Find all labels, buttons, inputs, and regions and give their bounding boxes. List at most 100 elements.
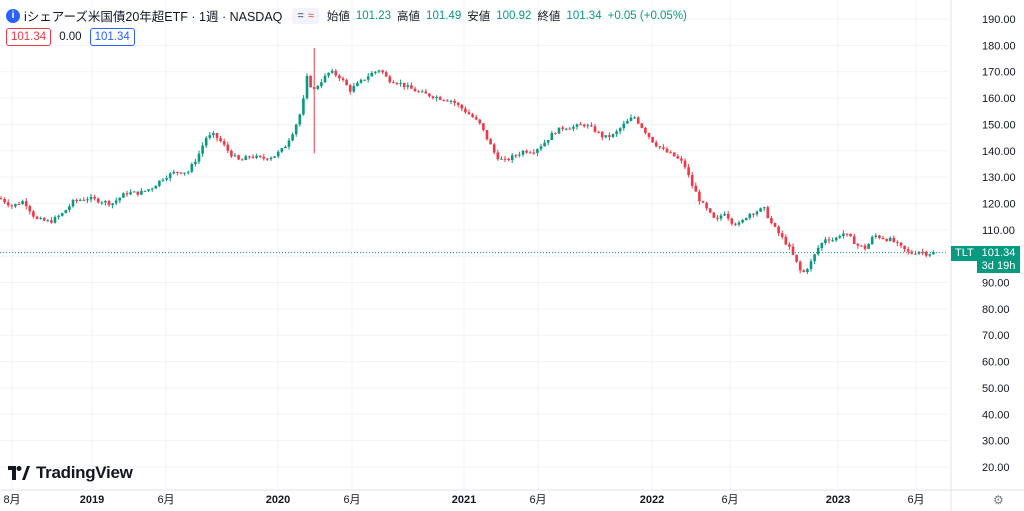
candle-body bbox=[449, 100, 453, 102]
candle-body bbox=[770, 218, 773, 224]
open-label: 始値 bbox=[326, 10, 350, 23]
candle-body bbox=[327, 72, 330, 76]
candle-body bbox=[579, 124, 582, 126]
sell-price-button[interactable]: 101.34 bbox=[6, 28, 52, 46]
candle-body bbox=[867, 244, 870, 249]
candle-body bbox=[258, 155, 262, 157]
candle-body bbox=[291, 134, 294, 141]
candle-body bbox=[32, 211, 35, 217]
candle-body bbox=[89, 196, 93, 200]
candle-body bbox=[381, 70, 384, 73]
candle-body bbox=[784, 236, 788, 245]
candle-body bbox=[730, 218, 734, 224]
candle-body bbox=[406, 85, 410, 87]
candle-body bbox=[219, 138, 222, 142]
candle-body bbox=[46, 220, 50, 222]
candle-body bbox=[446, 100, 449, 102]
candle-body bbox=[374, 71, 377, 73]
candle-body bbox=[795, 254, 798, 262]
candle-body bbox=[316, 86, 320, 89]
candle-body bbox=[338, 75, 341, 79]
candle-body bbox=[273, 156, 276, 158]
candle-body bbox=[550, 133, 554, 140]
candle-body bbox=[222, 141, 226, 145]
candle-body bbox=[442, 99, 446, 101]
candle-body bbox=[539, 146, 543, 150]
candle-body bbox=[413, 88, 417, 92]
price-tick-label: 20.00 bbox=[982, 462, 1010, 474]
price-tick-label: 120.00 bbox=[982, 198, 1016, 210]
countdown-label: 3d 19h bbox=[981, 260, 1016, 272]
candle-body bbox=[802, 270, 806, 272]
candle-body bbox=[683, 160, 687, 168]
price-tick-label: 170.00 bbox=[982, 67, 1016, 79]
candle-body bbox=[827, 239, 831, 241]
candle-body bbox=[878, 235, 881, 238]
compare-toggle[interactable]: = ≈ bbox=[292, 7, 319, 24]
candle-body bbox=[608, 135, 611, 137]
candle-body bbox=[348, 85, 352, 92]
low-label: 安値 bbox=[467, 10, 491, 23]
candle-body bbox=[366, 76, 370, 80]
candle-body bbox=[665, 148, 669, 153]
candle-body bbox=[809, 261, 813, 270]
candle-body bbox=[662, 147, 665, 149]
candle-body bbox=[564, 128, 568, 130]
candle-body bbox=[417, 91, 420, 93]
candle-body bbox=[464, 108, 467, 113]
candle-body bbox=[17, 203, 21, 205]
candle-body bbox=[492, 144, 496, 153]
candle-body bbox=[75, 200, 78, 202]
candle-body bbox=[590, 125, 593, 127]
candle-body bbox=[698, 191, 701, 202]
candle-body bbox=[104, 201, 107, 203]
chart-header: i iシェアーズ米国債20年超ETF · 1週 · NASDAQ = ≈ 始値 1… bbox=[6, 6, 687, 25]
candle-body bbox=[93, 196, 96, 199]
candle-body bbox=[28, 206, 32, 212]
candle-body bbox=[482, 123, 485, 131]
candle-body bbox=[532, 152, 536, 154]
candle-body bbox=[546, 139, 550, 143]
candle-body bbox=[744, 217, 748, 221]
candle-body bbox=[676, 156, 680, 159]
candle-body bbox=[50, 220, 53, 223]
candle-body bbox=[870, 236, 874, 245]
buy-price-button[interactable]: 101.34 bbox=[89, 28, 135, 46]
price-tick-label: 130.00 bbox=[982, 172, 1016, 184]
candle-body bbox=[611, 134, 615, 137]
candle-body bbox=[636, 117, 640, 124]
candle-body bbox=[431, 96, 435, 99]
candle-body bbox=[248, 156, 251, 158]
candle-body bbox=[82, 199, 86, 201]
candle-body bbox=[924, 251, 928, 256]
candle-body bbox=[287, 140, 291, 147]
candle-body bbox=[240, 159, 244, 161]
candle-body bbox=[201, 145, 204, 154]
candle-body bbox=[204, 137, 208, 146]
candle-body bbox=[597, 131, 600, 133]
tradingview-logo[interactable]: TradingView bbox=[8, 463, 133, 483]
symbol-logo-icon[interactable]: i bbox=[6, 8, 20, 23]
candle-body bbox=[64, 210, 68, 214]
candle-body bbox=[341, 78, 345, 80]
candle-body bbox=[147, 189, 150, 191]
candle-body bbox=[100, 202, 104, 204]
candle-body bbox=[111, 203, 114, 205]
candle-body bbox=[719, 215, 723, 219]
candle-body bbox=[723, 213, 726, 216]
candle-body bbox=[35, 216, 39, 219]
candle-body bbox=[791, 246, 795, 255]
candle-body bbox=[136, 191, 140, 195]
candle-body bbox=[3, 198, 6, 203]
candle-body bbox=[726, 213, 730, 219]
candle-body bbox=[633, 117, 636, 119]
candle-body bbox=[186, 171, 190, 173]
symbol-title[interactable]: iシェアーズ米国債20年超ETF · 1週 · NASDAQ bbox=[24, 10, 283, 24]
change-value: +0.05 (+0.05%) bbox=[607, 9, 687, 22]
settings-gear-icon[interactable]: ⚙ bbox=[993, 493, 1004, 507]
candle-body bbox=[849, 233, 852, 237]
price-tick-label: 50.00 bbox=[982, 383, 1010, 395]
candle-body bbox=[557, 127, 561, 134]
candle-body bbox=[334, 70, 338, 76]
